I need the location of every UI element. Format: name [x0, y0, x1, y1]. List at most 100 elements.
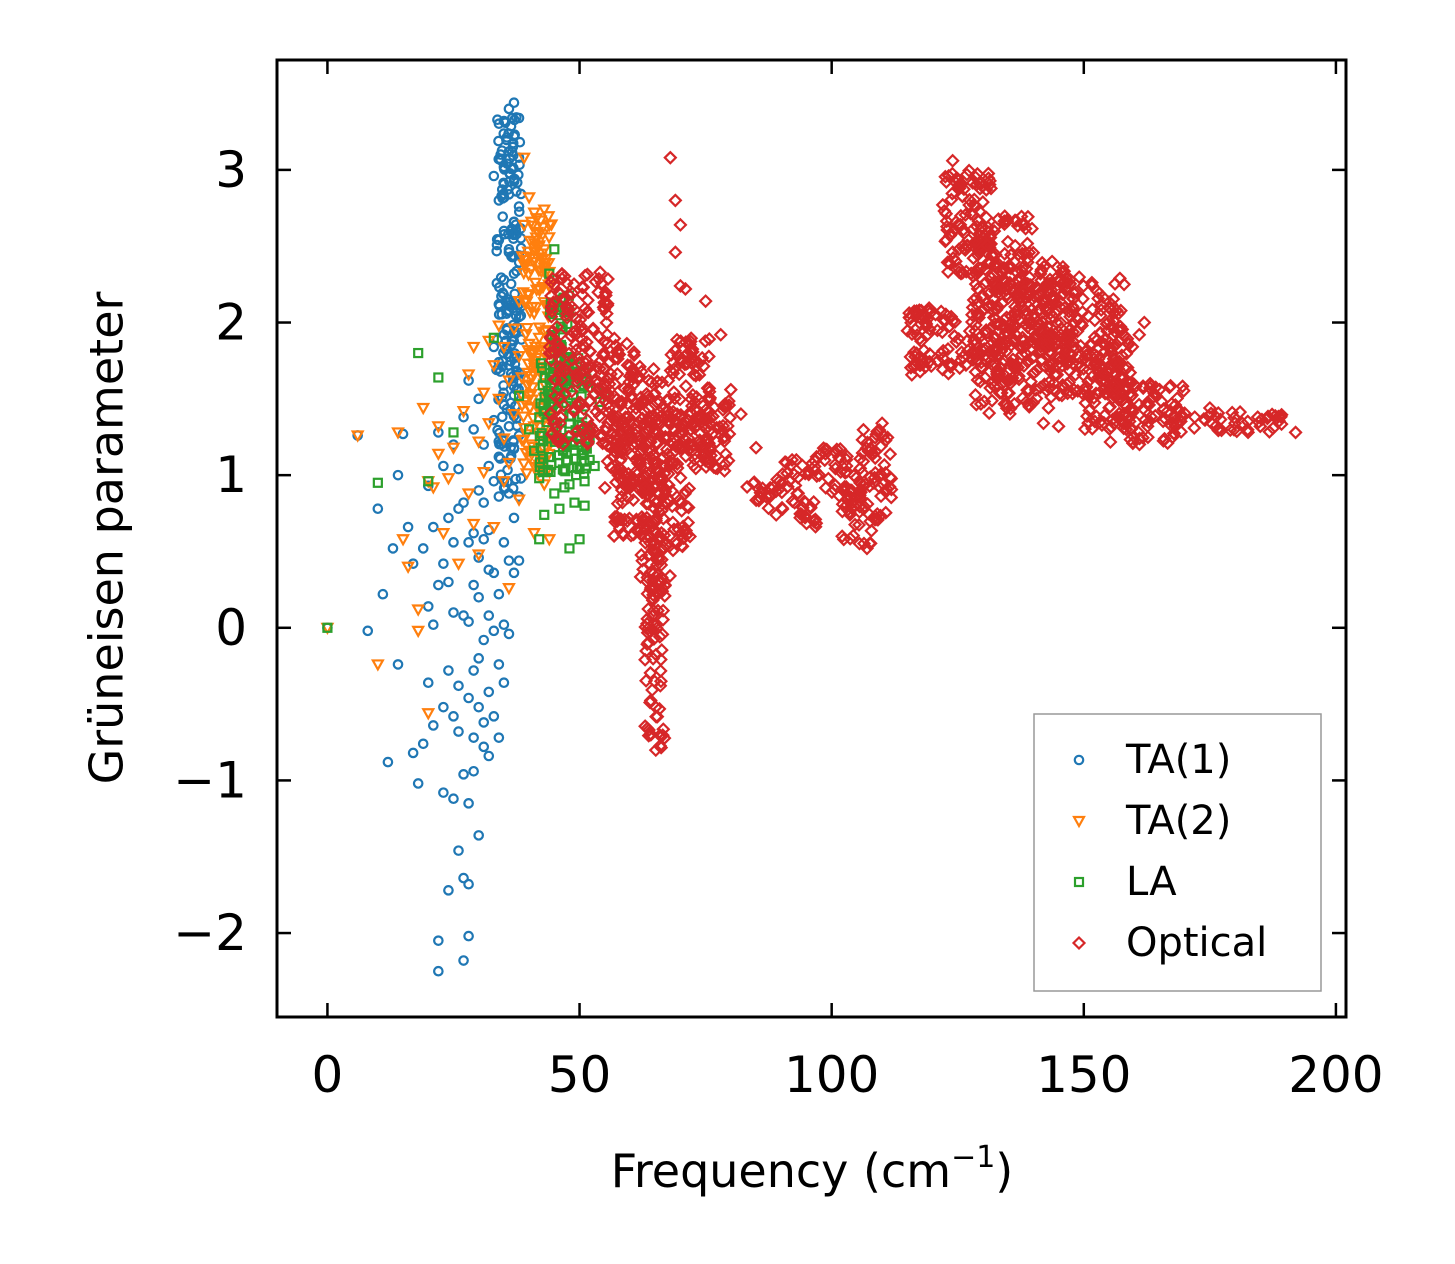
data-point — [855, 445, 870, 461]
data-point — [528, 341, 543, 354]
data-point — [473, 393, 484, 405]
data-point — [527, 421, 542, 434]
data-point — [655, 612, 671, 627]
data-point — [1035, 344, 1050, 359]
data-point — [959, 167, 974, 182]
data-point — [1048, 271, 1063, 286]
data-point — [1108, 355, 1123, 370]
data-point — [972, 307, 987, 322]
data-point — [789, 452, 804, 467]
data-point — [639, 574, 654, 589]
data-point — [1273, 409, 1288, 424]
data-point — [1148, 380, 1163, 395]
data-point — [988, 247, 1003, 262]
data-point — [1084, 275, 1099, 290]
data-point — [1051, 272, 1067, 287]
data-point — [544, 374, 555, 385]
data-point — [573, 312, 588, 327]
data-point — [988, 311, 1003, 326]
data-point — [382, 756, 394, 768]
data-point — [644, 375, 659, 390]
data-point — [569, 497, 580, 508]
data-point — [569, 445, 580, 456]
data-point — [553, 352, 568, 367]
data-point — [656, 603, 671, 618]
data-marks — [320, 97, 1303, 977]
data-point — [497, 211, 509, 222]
data-point — [632, 359, 647, 374]
data-point — [1029, 319, 1044, 334]
data-point — [503, 359, 515, 371]
data-point — [956, 222, 971, 237]
data-point — [1202, 400, 1217, 416]
data-point — [1008, 357, 1023, 372]
data-point — [609, 462, 624, 477]
data-point — [1020, 255, 1035, 270]
data-point — [628, 465, 643, 480]
data-point — [396, 534, 410, 547]
x-tick-label: 0 — [312, 1046, 344, 1104]
data-point — [610, 343, 625, 358]
data-point — [999, 287, 1014, 302]
data-point — [1131, 424, 1146, 440]
data-point — [559, 275, 574, 291]
data-point — [1140, 430, 1155, 445]
data-point — [848, 489, 863, 504]
data-point — [1005, 370, 1020, 386]
data-point — [498, 161, 510, 173]
data-point — [1065, 299, 1080, 314]
data-point — [647, 448, 662, 463]
data-point — [867, 512, 883, 527]
data-point — [954, 345, 969, 360]
data-point — [870, 425, 885, 440]
data-point — [463, 930, 474, 942]
data-point — [1101, 361, 1116, 376]
data-point — [488, 170, 500, 182]
data-point — [1240, 422, 1255, 437]
data-point — [966, 251, 981, 266]
data-point — [1174, 424, 1189, 439]
data-point — [682, 337, 698, 352]
data-point — [497, 433, 511, 446]
data-point — [1102, 400, 1117, 415]
data-point — [761, 501, 776, 516]
data-point — [1019, 347, 1034, 362]
data-point — [1088, 386, 1104, 401]
data-point — [458, 769, 469, 780]
data-point — [636, 416, 651, 431]
data-point — [1187, 410, 1202, 425]
data-point — [493, 588, 505, 600]
data-point — [412, 778, 424, 789]
data-point — [1075, 291, 1090, 306]
data-point — [666, 385, 681, 400]
data-point — [982, 406, 997, 421]
data-point — [607, 528, 622, 544]
data-point — [537, 204, 552, 217]
series-optical — [542, 150, 1303, 758]
data-point — [1093, 385, 1108, 400]
data-point — [478, 497, 490, 508]
data-point — [598, 288, 613, 303]
data-point — [648, 743, 663, 758]
data-point — [650, 709, 665, 724]
data-point — [431, 448, 446, 462]
data-point — [678, 379, 693, 394]
data-point — [473, 830, 484, 841]
x-tick-label: 200 — [1288, 1046, 1383, 1104]
data-point — [949, 334, 964, 349]
data-point — [433, 372, 444, 383]
data-point — [601, 389, 616, 404]
data-point — [641, 728, 656, 743]
data-point — [507, 137, 519, 149]
data-point — [372, 503, 384, 515]
data-point — [1115, 322, 1130, 337]
data-point — [1036, 416, 1051, 431]
data-point — [876, 428, 891, 443]
data-point — [684, 331, 699, 346]
data-point — [1079, 380, 1094, 395]
data-point — [622, 511, 637, 526]
data-point — [1020, 251, 1035, 266]
data-point — [1028, 382, 1043, 397]
data-point — [827, 457, 843, 472]
data-point — [517, 152, 531, 165]
